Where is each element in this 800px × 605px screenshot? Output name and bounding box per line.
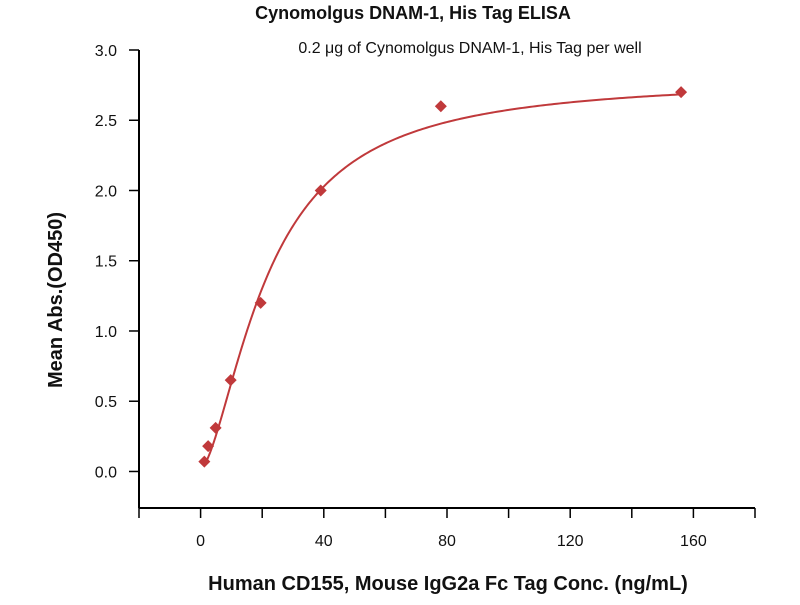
y-tick-label: 1.5	[95, 254, 117, 271]
y-tick-label: 2.0	[95, 183, 117, 200]
y-tick-label: 0.5	[95, 394, 117, 411]
chart-title: Cynomolgus DNAM-1, His Tag ELISA	[255, 3, 571, 23]
x-tick-label: 0	[196, 533, 205, 550]
x-tick-label: 40	[315, 533, 333, 550]
y-tick-label: 0.0	[95, 464, 117, 481]
data-point	[254, 296, 267, 309]
y-axis-label: Mean Abs.(OD450)	[45, 212, 67, 388]
data-point	[202, 440, 215, 453]
fit-curve	[203, 93, 682, 466]
data-point	[224, 374, 237, 387]
chart-subtitle: 0.2 μg of Cynomolgus DNAM-1, His Tag per…	[298, 40, 641, 57]
x-tick-label: 80	[438, 533, 456, 550]
data-point	[434, 100, 447, 113]
y-tick-label: 3.0	[95, 43, 117, 60]
x-tick-label: 160	[680, 533, 707, 550]
data-point	[314, 184, 327, 197]
data-point	[209, 421, 222, 434]
y-tick-label: 2.5	[95, 113, 117, 130]
data-point	[198, 455, 211, 468]
x-tick-label: 120	[557, 533, 584, 550]
x-axis-label: Human CD155, Mouse IgG2a Fc Tag Conc. (n…	[208, 573, 688, 595]
y-tick-label: 1.0	[95, 324, 117, 341]
data-point	[675, 86, 688, 99]
